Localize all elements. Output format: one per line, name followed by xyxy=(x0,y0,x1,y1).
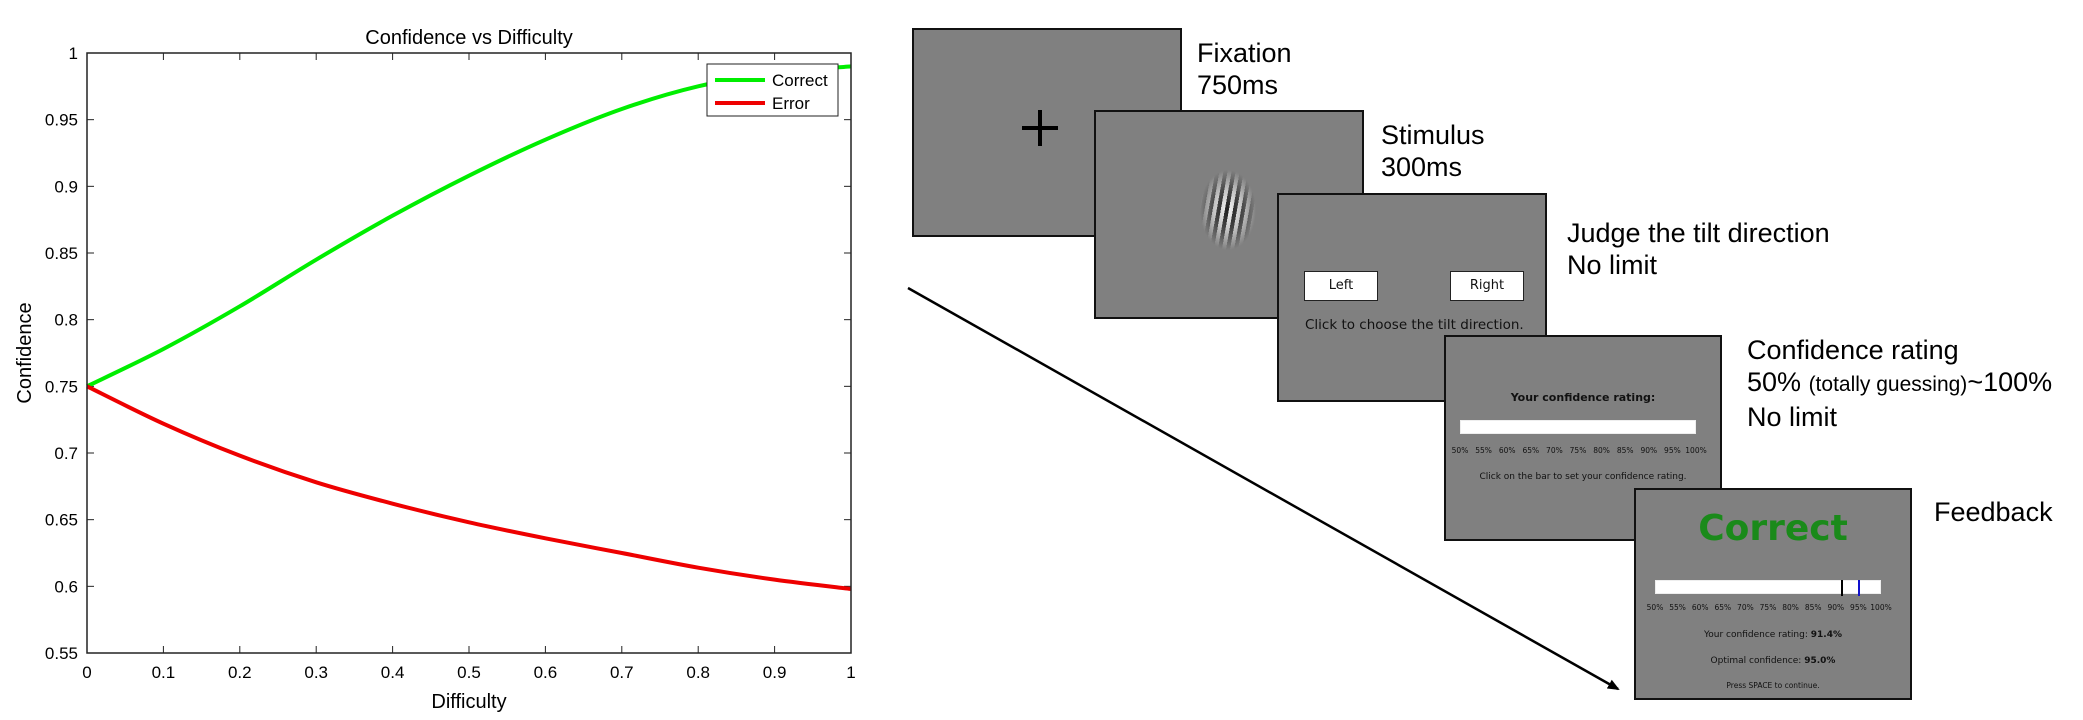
fixation-label: Fixation 750ms xyxy=(1197,37,1292,101)
y-tick-label: 0.6 xyxy=(54,577,78,596)
stimulus-duration: 300ms xyxy=(1381,152,1463,182)
x-tick-label: 0.5 xyxy=(457,663,481,682)
scale-label: 85% xyxy=(1616,446,1634,455)
judge-duration: No limit xyxy=(1567,250,1658,280)
your-rating-marker xyxy=(1841,580,1844,596)
confidence-range-note: (totally guessing) xyxy=(1808,373,1968,396)
fixation-cross-icon xyxy=(1022,110,1058,146)
confidence-range-end: ~100% xyxy=(1967,367,2053,397)
confidence-range-start: 50% xyxy=(1747,367,1802,397)
feedback-scale-labels: 50% 55% 60% 65% 70% 75% 80% 85% 90% 95% 100% xyxy=(1647,603,1892,613)
right-button[interactable]: Right xyxy=(1450,271,1524,301)
y-tick-label: 0.75 xyxy=(45,377,78,396)
scale-label: 60% xyxy=(1691,603,1709,612)
x-axis-label: Difficulty xyxy=(431,691,506,713)
scale-label: 90% xyxy=(1827,603,1845,612)
feedback-rating-bar xyxy=(1655,580,1881,596)
time-arrow xyxy=(907,286,1620,691)
scale-label: 95% xyxy=(1664,446,1681,455)
judge-instruction: Click to choose the tilt direction. xyxy=(1305,317,1524,333)
scale-label: 55% xyxy=(1669,603,1686,612)
scale-label: 70% xyxy=(1546,446,1563,455)
feedback-optimal-value: 95.0% xyxy=(1804,656,1836,666)
scale-label: 70% xyxy=(1737,603,1754,612)
task-procedure-diagram: Fixation 750ms Stimulus 300ms Left Right… xyxy=(900,0,2083,720)
scale-label: 55% xyxy=(1475,446,1492,455)
scale-label: 95% xyxy=(1850,603,1867,612)
y-tick-label: 0.85 xyxy=(45,244,78,263)
confidence-rating-bar[interactable] xyxy=(1460,420,1696,434)
scale-label: 50% xyxy=(1646,603,1664,612)
feedback-label: Feedback xyxy=(1934,496,2053,528)
confidence-label: Confidence rating 50% (totally guessing)… xyxy=(1747,334,2052,433)
x-tick-label: 0.8 xyxy=(686,663,710,682)
y-axis-label: Confidence xyxy=(14,302,36,403)
feedback-screen: Correct 50% 55% 60% 65% 70% 75% 80% 85% 90% 95% 10… xyxy=(1634,488,1912,700)
legend-label-correct: Correct xyxy=(772,71,828,90)
confidence-instruction: Click on the bar to set your confidence … xyxy=(1479,472,1687,482)
judge-name: Judge the tilt direction xyxy=(1567,218,1830,248)
scale-label: 60% xyxy=(1498,446,1516,455)
scale-label: 100% xyxy=(1685,446,1707,455)
scale-label: 90% xyxy=(1640,446,1658,455)
legend-label-error: Error xyxy=(772,94,810,113)
optimal-rating-marker xyxy=(1857,580,1860,596)
scale-label: 75% xyxy=(1569,446,1587,455)
confidence-duration: No limit xyxy=(1747,402,1838,432)
y-tick-label: 0.55 xyxy=(45,644,78,663)
scale-label: 65% xyxy=(1522,446,1540,455)
x-tick-label: 0.1 xyxy=(152,663,176,682)
scale-label: 65% xyxy=(1714,603,1732,612)
x-tick-label: 0.7 xyxy=(610,663,634,682)
scale-label: 50% xyxy=(1451,446,1469,455)
feedback-optimal: Optimal confidence: 95.0% xyxy=(1636,656,1910,666)
scale-label: 80% xyxy=(1782,603,1799,612)
x-tick-label: 0.9 xyxy=(763,663,787,682)
x-tick-label: 1 xyxy=(846,663,855,682)
y-tick-label: 0.95 xyxy=(45,111,78,130)
scale-label: 80% xyxy=(1593,446,1610,455)
scale-label: 85% xyxy=(1804,603,1822,612)
x-tick-label: 0.2 xyxy=(228,663,252,682)
fixation-duration: 750ms xyxy=(1197,70,1279,100)
x-tick-label: 0.4 xyxy=(381,663,405,682)
confidence-name: Confidence rating xyxy=(1747,335,1959,365)
y-tick-label: 0.9 xyxy=(54,177,78,196)
plot-area-frame xyxy=(86,52,852,654)
feedback-your-rating-value: 91.4% xyxy=(1810,630,1842,640)
confidence-range: 50% (totally guessing)~100% xyxy=(1747,366,2052,401)
chart-legend: Correct Error xyxy=(706,63,839,117)
feedback-your-rating-label: Your confidence rating: xyxy=(1703,630,1808,640)
fixation-name: Fixation xyxy=(1197,38,1292,68)
confidence-scale-labels: 50% 55% 60% 65% 70% 75% 80% 85% 90% 95% 100% xyxy=(1452,446,1707,456)
stimulus-name: Stimulus xyxy=(1381,120,1485,150)
left-button[interactable]: Left xyxy=(1304,271,1378,301)
confidence-prompt: Your confidence rating: xyxy=(1510,391,1656,404)
feedback-optimal-label: Optimal confidence: xyxy=(1710,656,1802,666)
feedback-your-rating: Your confidence rating: 91.4% xyxy=(1636,630,1910,640)
scale-label: 75% xyxy=(1759,603,1777,612)
gabor-grating-icon xyxy=(1193,160,1263,260)
y-tick-label: 1 xyxy=(69,44,78,63)
y-tick-label: 0.7 xyxy=(54,444,78,463)
feedback-result: Correct xyxy=(1698,508,1848,549)
y-tick-label: 0.8 xyxy=(54,311,78,330)
x-tick-label: 0.6 xyxy=(534,663,558,682)
stimulus-label: Stimulus 300ms xyxy=(1381,119,1485,183)
feedback-name: Feedback xyxy=(1934,497,2053,527)
chart-title: Confidence vs Difficulty xyxy=(365,27,573,49)
scale-label: 100% xyxy=(1870,603,1892,612)
x-tick-label: 0.3 xyxy=(304,663,328,682)
confidence-vs-difficulty-chart: 0 0.1 0.2 0.3 0.4 0.5 0.6 0.7 0.8 0.9 1 0.55 0.6 0.65… xyxy=(14,27,856,713)
series-line-error xyxy=(86,384,852,591)
chart-panel: 0 0.1 0.2 0.3 0.4 0.5 0.6 0.7 0.8 0.9 1 0.55 0.6 0.65… xyxy=(0,0,870,720)
feedback-continue: Press SPACE to continue. xyxy=(1726,681,1820,690)
y-tick-label: 0.65 xyxy=(45,511,78,530)
judge-label: Judge the tilt direction No limit xyxy=(1567,217,1830,281)
legend-box xyxy=(706,63,839,117)
x-tick-label: 0 xyxy=(82,663,91,682)
